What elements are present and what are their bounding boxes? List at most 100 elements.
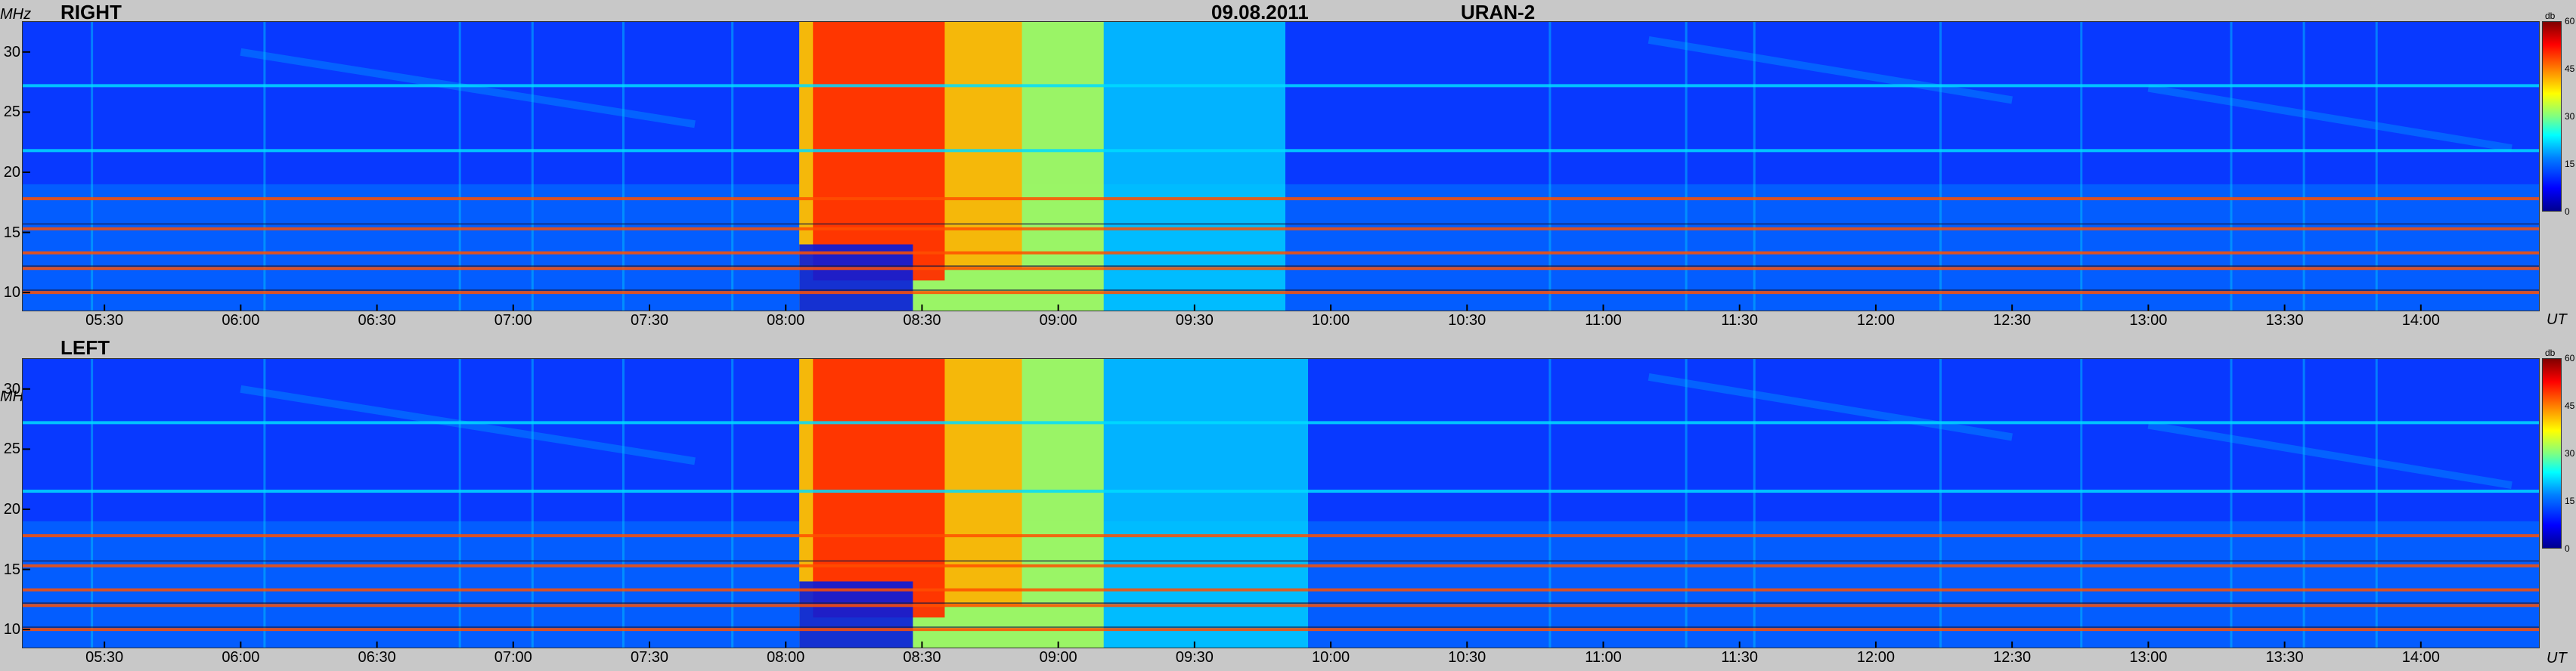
colorbar-tick-label: 0: [2565, 543, 2570, 554]
y-tick-label: 20: [3, 500, 20, 518]
colorbar-tick-label: 60: [2565, 353, 2575, 363]
x-tick-label: 08:00: [767, 649, 805, 666]
interference-band-6: [23, 84, 2539, 88]
vertical-spike-11: [2230, 359, 2233, 648]
x-tick-label: 07:30: [630, 649, 669, 666]
interference-band-6: [23, 421, 2539, 425]
x-tick-label: 11:30: [1721, 649, 1758, 666]
vertical-spike-13: [2375, 22, 2378, 311]
y-tick-label: 30: [3, 43, 20, 60]
y-tick-label: 20: [3, 163, 20, 181]
spectrogram-left: [22, 358, 2540, 648]
vertical-spike-9: [1939, 22, 1942, 311]
vertical-spike-9: [1939, 359, 1942, 648]
x-tick-label: 07:00: [494, 649, 532, 666]
x-tick-label: 07:00: [494, 312, 532, 329]
spectrogram-right-plot: [23, 22, 2539, 311]
x-tick-label: 14:00: [2401, 312, 2440, 329]
x-tick-label: 06:00: [222, 312, 260, 329]
x-tick-label: 10:30: [1448, 312, 1486, 329]
interference-band-0: [23, 628, 2539, 632]
vertical-spike-4: [622, 22, 625, 311]
x-tick-label: 09:30: [1175, 649, 1214, 666]
vertical-spike-3: [531, 359, 534, 648]
x-tick-label: 11:00: [1585, 312, 1622, 329]
interference-band-4: [23, 196, 2539, 200]
burst-peak: [813, 359, 945, 618]
x-tick-label: 12:00: [1856, 312, 1895, 329]
vertical-spike-5: [731, 359, 734, 648]
spectrogram-left-plot: [23, 359, 2539, 648]
x-tick-label: 13:30: [2265, 649, 2304, 666]
x-tick-label: 08:30: [903, 312, 941, 329]
colorbar-tick-label: 60: [2565, 16, 2575, 26]
panel-title-left: LEFT: [60, 336, 110, 359]
burst-low-freq-dip: [799, 581, 913, 648]
x-axis-unit-top: UT: [2547, 311, 2567, 328]
x-tick-label: 13:00: [2129, 312, 2168, 329]
x-tick-label: 06:30: [358, 312, 396, 329]
colorbar-unit-bottom: db: [2545, 348, 2556, 358]
drift-feature-1: [1648, 373, 2013, 441]
y-tick-label: 10: [3, 621, 20, 639]
drift-feature-0: [240, 385, 696, 465]
vertical-spike-2: [458, 359, 461, 648]
x-tick-label: 12:30: [1993, 649, 2032, 666]
vertical-spike-8: [1753, 359, 1756, 648]
colorbar-unit-top: db: [2545, 11, 2556, 21]
interference-band-1: [23, 267, 2539, 271]
colorbar-tick-label: 15: [2565, 496, 2575, 506]
drift-feature-2: [2147, 84, 2512, 153]
x-tick-label: 11:30: [1721, 312, 1758, 329]
drift-feature-1: [1648, 36, 2013, 104]
y-tick-label: 15: [3, 561, 20, 578]
x-axis-unit-bottom: UT: [2547, 650, 2567, 666]
vertical-spike-1: [263, 359, 266, 648]
vertical-spike-6: [1548, 359, 1551, 648]
x-tick-label: 09:30: [1175, 312, 1214, 329]
x-tick-label: 05:30: [85, 649, 124, 666]
y-tick-label: 25: [3, 441, 20, 458]
x-tick-label: 08:00: [767, 312, 805, 329]
x-tick-label: 09:00: [1039, 312, 1077, 329]
burst-low-freq-dip: [799, 244, 913, 311]
x-tick-label: 10:30: [1448, 649, 1486, 666]
vertical-spike-5: [731, 22, 734, 311]
y-tick-label: 10: [3, 284, 20, 301]
vertical-spike-6: [1548, 22, 1551, 311]
vertical-spike-12: [2302, 22, 2305, 311]
vertical-spike-7: [1685, 359, 1688, 648]
interference-band-5: [23, 490, 2539, 493]
y-tick-label: 25: [3, 104, 20, 121]
x-tick-label: 09:00: [1039, 649, 1077, 666]
observation-date: 09.08.2011: [1211, 1, 1309, 23]
panel-title-right: RIGHT: [60, 1, 122, 23]
vertical-spike-0: [91, 359, 94, 648]
x-tick-label: 06:30: [358, 649, 396, 666]
colorbar-tick-label: 15: [2565, 159, 2575, 169]
vertical-spike-12: [2302, 359, 2305, 648]
colorbar-tick-label: 30: [2565, 448, 2575, 459]
instrument-name: URAN-2: [1461, 1, 1536, 23]
interference-band-2: [23, 251, 2539, 255]
vertical-spike-1: [263, 22, 266, 311]
colorbar-tick-label: 30: [2565, 111, 2575, 122]
vertical-spike-4: [622, 359, 625, 648]
x-tick-label: 13:00: [2129, 649, 2168, 666]
drift-feature-0: [240, 48, 696, 128]
x-tick-label: 10:00: [1312, 649, 1350, 666]
x-tick-label: 10:00: [1312, 312, 1350, 329]
x-tick-label: 14:00: [2401, 649, 2440, 666]
vertical-spike-2: [458, 22, 461, 311]
y-tick-label: 30: [3, 380, 20, 397]
vertical-spike-10: [2080, 359, 2083, 648]
colorbar-tick-label: 45: [2565, 400, 2575, 411]
x-tick-label: 07:30: [630, 312, 669, 329]
colorbar-tick-label: 0: [2565, 206, 2570, 217]
interference-band-0: [23, 291, 2539, 295]
vertical-spike-0: [91, 22, 94, 311]
colorbar-tick-label: 45: [2565, 63, 2575, 74]
colorbar-top: [2542, 21, 2562, 212]
x-tick-label: 08:30: [903, 649, 941, 666]
vertical-spike-8: [1753, 22, 1756, 311]
